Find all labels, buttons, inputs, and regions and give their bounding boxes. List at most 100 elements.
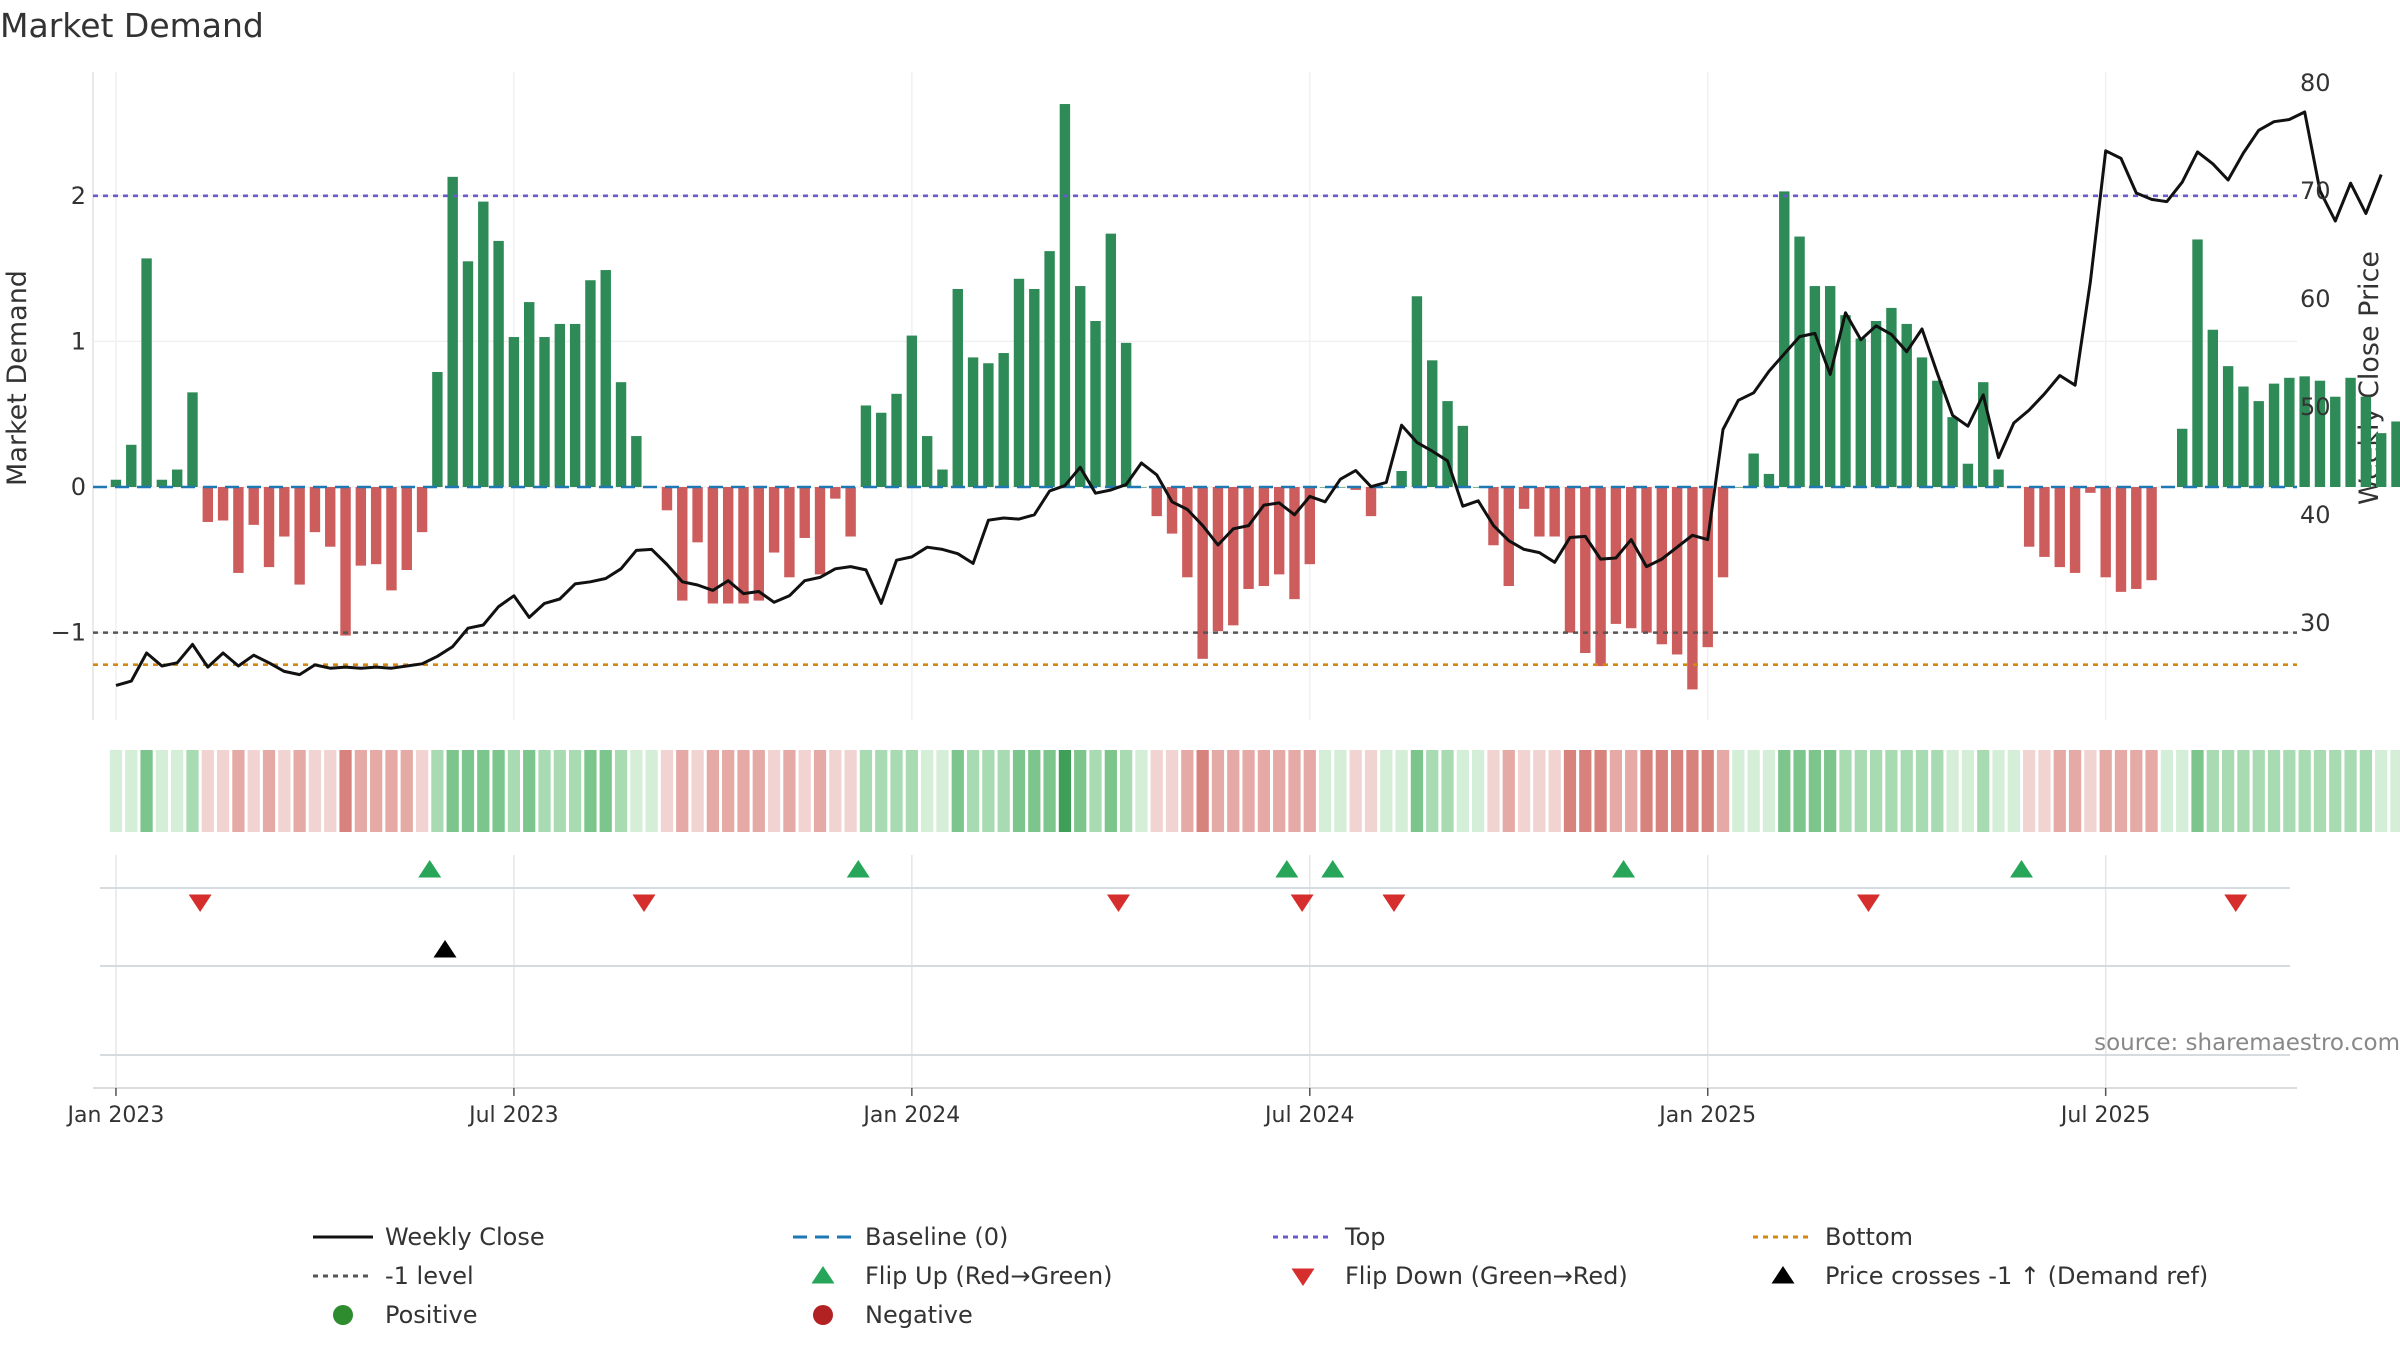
- demand-bar: [1595, 487, 1606, 667]
- demand-tile: [2298, 750, 2311, 832]
- demand-bar: [309, 487, 321, 533]
- demand-tile: [201, 750, 214, 832]
- demand-tile: [2329, 750, 2342, 832]
- demand-bar: [1166, 487, 1178, 534]
- y-tick-label: 0: [71, 473, 86, 501]
- demand-bar: [1962, 463, 1974, 488]
- demand-bar: [615, 382, 627, 488]
- demand-tile: [523, 750, 536, 832]
- demand-tile: [2252, 750, 2265, 832]
- demand-bar: [554, 323, 566, 488]
- demand-bar: [508, 337, 520, 488]
- demand-bar: [1457, 425, 1469, 488]
- demand-tile: [1609, 750, 1623, 832]
- demand-tile: [354, 750, 367, 832]
- y-axis-label: Market Demand: [2, 270, 33, 486]
- demand-tile: [2222, 750, 2235, 832]
- x-tick-label: Jan 2023: [66, 1103, 165, 1128]
- demand-bar: [1075, 286, 1086, 488]
- demand-tile: [767, 750, 781, 832]
- demand-bar: [600, 270, 611, 488]
- demand-bar: [1886, 307, 1897, 488]
- demand-tile: [1487, 750, 1500, 832]
- demand-bar: [1029, 288, 1040, 488]
- demand-tile: [1594, 750, 1607, 832]
- demand-bar: [1763, 473, 1775, 488]
- demand-tile: [1364, 750, 1378, 832]
- demand-tile: [966, 750, 980, 832]
- legend-label: Top: [1344, 1223, 1386, 1251]
- legend-label: Price crosses -1 ↑ (Demand ref): [1825, 1262, 2208, 1290]
- demand-bar: [1365, 487, 1377, 517]
- demand-tile: [1441, 750, 1454, 832]
- x-tick-label: Jan 2025: [1657, 1103, 1756, 1128]
- demand-tile: [2206, 750, 2219, 832]
- demand-bar: [1840, 315, 1851, 488]
- demand-bar: [1518, 487, 1530, 509]
- flip-down-marker: [1856, 894, 1880, 912]
- demand-bar: [1044, 251, 1055, 488]
- demand-tile: [1380, 750, 1393, 832]
- demand-bar: [998, 353, 1009, 488]
- demand-tile: [415, 750, 429, 832]
- demand-bar: [1105, 233, 1117, 488]
- demand-tile: [1135, 750, 1148, 832]
- demand-tile: [2068, 750, 2082, 832]
- demand-tile: [1778, 750, 1791, 832]
- demand-tile: [1104, 750, 1117, 832]
- demand-tile: [951, 750, 964, 832]
- demand-bar: [1901, 323, 1912, 488]
- demand-tile: [706, 750, 719, 832]
- demand-bar: [2177, 428, 2188, 488]
- demand-tile: [2007, 750, 2020, 832]
- demand-bar: [860, 405, 872, 488]
- demand-bar: [799, 487, 810, 538]
- demand-tile: [2344, 750, 2357, 832]
- demand-bar: [2115, 487, 2127, 592]
- demand-tile: [1502, 750, 1515, 832]
- demand-tile: [370, 750, 383, 832]
- demand-bar: [2360, 396, 2372, 488]
- demand-tile: [752, 750, 765, 832]
- demand-tile: [324, 750, 337, 832]
- demand-bar: [768, 487, 780, 553]
- demand-bar: [1870, 321, 1882, 488]
- demand-bar: [722, 487, 734, 604]
- demand-tile: [1395, 750, 1408, 832]
- demand-bar: [1013, 278, 1025, 488]
- demand-tile: [140, 750, 153, 832]
- demand-bar: [569, 323, 581, 488]
- demand-tile: [1548, 750, 1561, 832]
- flip-up-marker: [2010, 860, 2033, 878]
- demand-bar: [126, 444, 137, 488]
- demand-bar: [661, 487, 673, 511]
- demand-bar: [279, 487, 290, 537]
- demand-tile: [1533, 750, 1546, 832]
- legend-label: Weekly Close: [385, 1223, 545, 1251]
- demand-tile: [1181, 750, 1194, 832]
- demand-bar: [921, 436, 933, 488]
- demand-bar: [692, 487, 703, 543]
- x-tick-label: Jul 2025: [2059, 1103, 2151, 1128]
- demand-bar: [386, 487, 397, 591]
- demand-bar: [2054, 487, 2065, 568]
- demand-bar: [585, 280, 596, 488]
- demand-bar: [1534, 487, 1545, 537]
- flip-down-marker: [1290, 894, 1314, 912]
- demand-tile: [171, 750, 184, 832]
- demand-tile: [2023, 750, 2036, 832]
- flip-down-marker: [188, 894, 212, 912]
- demand-bar: [1717, 487, 1729, 578]
- demand-bar: [1258, 487, 1270, 587]
- demand-bar: [1273, 487, 1285, 575]
- demand-tile: [1058, 750, 1072, 832]
- legend: Weekly Close Baseline (0) Top Bottom -1 leve…: [313, 1223, 2208, 1329]
- demand-bar: [432, 371, 443, 488]
- legend-swatch: [333, 1305, 353, 1325]
- demand-bar: [294, 487, 305, 585]
- demand-bar: [478, 201, 489, 488]
- demand-bars: [110, 104, 2400, 690]
- demand-bar: [2100, 487, 2111, 578]
- demand-tile: [1150, 750, 1163, 832]
- legend-swatch: [1771, 1266, 1795, 1284]
